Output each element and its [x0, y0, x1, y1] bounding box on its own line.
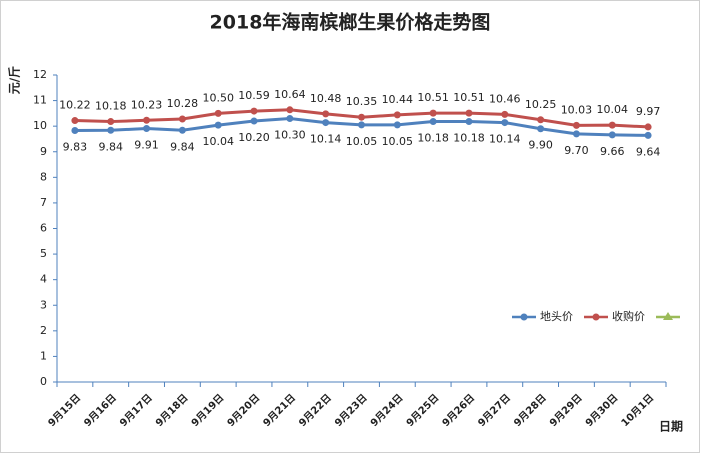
data-label: 10.25 — [525, 98, 557, 111]
x-axis-label: 日期 — [659, 419, 683, 434]
point — [358, 113, 365, 121]
data-label: 10.30 — [274, 128, 306, 141]
point — [572, 130, 580, 138]
point — [501, 110, 509, 118]
y-tick-label: 6 — [40, 222, 47, 235]
data-label: 10.51 — [417, 91, 449, 104]
point — [250, 107, 258, 115]
data-label: 10.05 — [382, 135, 414, 148]
legend-extra — [656, 312, 680, 320]
data-label: 10.18 — [417, 132, 449, 145]
y-tick-label: 0 — [40, 375, 47, 388]
legend-label: 收购价 — [612, 309, 645, 323]
point — [178, 126, 186, 134]
point — [286, 106, 294, 114]
y-axis-label: 元/斤 — [7, 66, 22, 94]
data-label: 10.48 — [310, 92, 342, 105]
y-tick-label: 2 — [40, 324, 47, 337]
point — [286, 114, 294, 122]
point — [393, 111, 401, 119]
legend-marker — [520, 313, 528, 321]
point — [644, 131, 652, 139]
point — [537, 116, 545, 124]
data-label: 9.64 — [636, 145, 661, 158]
data-label: 10.14 — [489, 133, 521, 146]
point — [465, 118, 473, 126]
point — [107, 126, 115, 134]
point — [178, 115, 186, 123]
data-label: 9.83 — [63, 141, 88, 154]
point — [644, 123, 652, 131]
data-label: 9.90 — [528, 139, 553, 152]
data-label: 10.18 — [95, 100, 127, 113]
data-label: 10.22 — [59, 99, 91, 112]
point — [501, 119, 509, 127]
data-label: 10.51 — [453, 91, 485, 104]
y-tick-label: 5 — [40, 247, 47, 260]
data-label: 10.50 — [202, 91, 234, 104]
point — [71, 127, 79, 135]
data-label: 10.18 — [453, 132, 485, 145]
point — [214, 109, 222, 117]
data-label: 10.05 — [346, 135, 378, 148]
point — [107, 118, 115, 126]
point — [608, 131, 616, 139]
point — [537, 125, 545, 133]
data-label: 9.84 — [98, 140, 123, 153]
data-label: 9.84 — [170, 140, 195, 153]
data-label: 10.03 — [561, 103, 593, 116]
data-label: 9.70 — [564, 144, 589, 157]
y-tick-label: 8 — [40, 170, 47, 183]
point — [358, 121, 365, 129]
data-label: 10.20 — [238, 131, 270, 144]
legend-label: 地头价 — [540, 310, 573, 323]
chart-title: 2018年海南槟榔生果价格走势图 — [210, 11, 491, 34]
y-tick-label: 11 — [33, 94, 47, 107]
point — [572, 121, 580, 129]
data-label: 10.59 — [238, 89, 270, 102]
y-tick-label: 9 — [40, 145, 47, 158]
y-tick-label: 1 — [40, 349, 47, 362]
point — [608, 121, 616, 129]
data-label: 10.44 — [382, 93, 414, 106]
point — [143, 116, 151, 124]
point — [250, 117, 258, 125]
data-label: 10.46 — [489, 92, 521, 105]
legend-marker — [592, 313, 600, 321]
data-label: 10.04 — [597, 103, 629, 116]
y-tick-label: 4 — [40, 273, 47, 286]
data-label: 9.66 — [600, 145, 625, 158]
data-label: 9.97 — [636, 105, 661, 118]
y-tick-label: 12 — [33, 68, 47, 81]
point — [322, 119, 330, 127]
point — [71, 117, 79, 125]
point — [429, 109, 437, 117]
point — [322, 110, 330, 118]
data-label: 10.64 — [274, 88, 306, 101]
y-tick-label: 7 — [40, 196, 47, 209]
point — [393, 121, 401, 129]
data-label: 10.28 — [167, 97, 199, 110]
data-label: 10.04 — [202, 135, 234, 148]
point — [214, 121, 222, 129]
data-label: 9.91 — [134, 138, 159, 151]
y-tick-label: 3 — [40, 298, 47, 311]
point — [429, 118, 437, 126]
y-tick-label: 10 — [33, 119, 47, 132]
data-label: 10.14 — [310, 133, 342, 146]
data-label: 10.35 — [346, 95, 378, 108]
data-label: 10.23 — [131, 98, 163, 111]
point — [143, 124, 151, 132]
point — [465, 109, 473, 117]
